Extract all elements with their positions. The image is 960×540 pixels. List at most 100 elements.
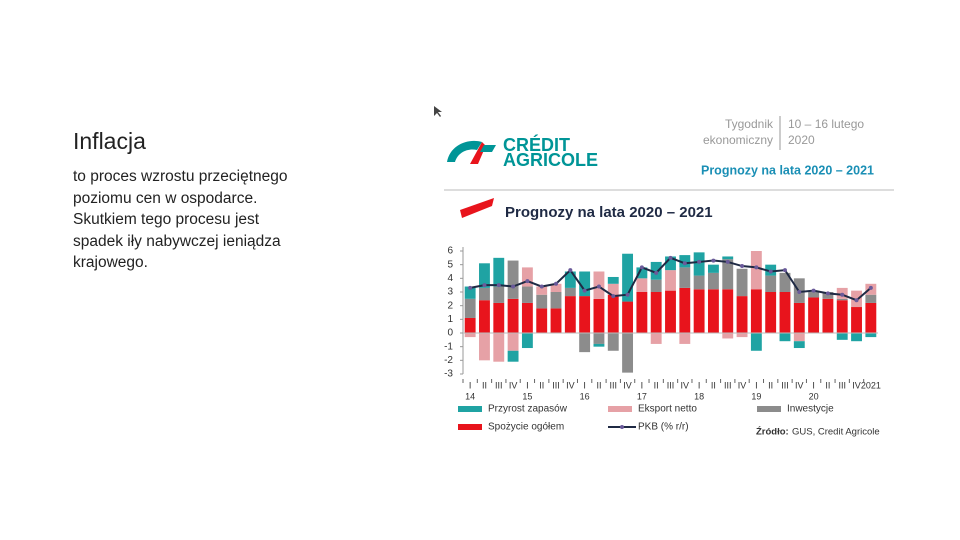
bar-segment: [536, 308, 548, 333]
bar-segment: [507, 260, 519, 299]
x-tick-label: II: [711, 380, 716, 390]
bar-segment: [579, 333, 591, 353]
bar-segment: [765, 292, 777, 333]
body-line: Skutkiem tego procesu jest: [73, 211, 260, 229]
y-tick-label: -3: [444, 369, 453, 380]
line-marker: [468, 285, 473, 290]
x-tick-label: II: [596, 380, 601, 390]
cursor-icon: [434, 106, 442, 117]
bar-segment: [851, 307, 862, 333]
bar-segment: [822, 292, 834, 299]
bar-segment: [479, 263, 490, 288]
bar-segment: [650, 292, 662, 333]
body-line: spadek iły nabywczej ieniądza: [73, 232, 281, 250]
line-marker: [840, 292, 845, 297]
line-marker: [868, 285, 873, 290]
bar-segment: [836, 333, 848, 340]
bar-segment: [479, 333, 490, 361]
body-line: to proces wzrostu przeciętnego: [73, 168, 288, 185]
bar-segment: [722, 289, 734, 333]
bar-segment: [707, 289, 719, 333]
legend-label: Eksport netto: [638, 404, 697, 415]
x-tick-label: III: [781, 380, 789, 390]
x-tick-label: III: [610, 380, 618, 390]
line-marker: [568, 268, 573, 273]
year-label: 19: [751, 391, 761, 401]
x-tick-label: IV: [681, 380, 690, 390]
bar-segment: [779, 292, 791, 333]
bar-segment: [464, 317, 476, 333]
legend-swatch: [608, 406, 632, 412]
x-tick-label: IV: [509, 380, 518, 390]
bar-segment: [521, 333, 533, 349]
bar-segment: [521, 267, 533, 287]
source-label: Źródło:: [756, 427, 789, 438]
y-tick-label: 4: [447, 273, 453, 284]
year-label: 15: [522, 391, 532, 401]
y-tick-label: 1: [447, 314, 453, 325]
bar-segment: [507, 298, 519, 333]
bar-segment: [808, 297, 820, 333]
bar-segment: [564, 271, 576, 288]
bar-segment: [650, 261, 662, 280]
y-tick-label: 2: [447, 300, 453, 311]
line-marker: [797, 290, 802, 294]
bar-segment: [622, 333, 634, 373]
bar-segment: [679, 333, 691, 344]
line-marker: [782, 268, 787, 273]
bar-segment: [865, 333, 877, 338]
bar-segment: [865, 294, 877, 303]
bar-segment: [707, 272, 719, 290]
bar-segment: [636, 267, 648, 279]
year-label: 14: [465, 391, 475, 401]
line-marker: [582, 288, 587, 293]
bar-segment: [550, 292, 562, 309]
line-marker: [668, 255, 673, 260]
bar-segment: [736, 333, 748, 338]
x-tick-label: I: [526, 380, 529, 390]
x-tick-label: IV: [852, 380, 861, 390]
bar-segment: [622, 301, 634, 333]
logo-text: AGRICOLE: [503, 150, 598, 170]
bar-segment: [722, 259, 734, 290]
legend-swatch: [620, 425, 624, 429]
year-label: 16: [580, 391, 590, 401]
legend-label: PKB (% r/r): [638, 422, 689, 433]
x-tick-label: 2021: [861, 380, 881, 390]
bar-segment: [822, 298, 834, 333]
bar-segment: [464, 286, 476, 299]
bar-segment: [479, 287, 490, 301]
bar-segment: [607, 294, 619, 333]
bar-segment: [722, 333, 734, 339]
bar-segment: [665, 290, 676, 333]
line-marker: [811, 288, 816, 293]
y-tick-label: -1: [444, 341, 453, 352]
line-marker: [682, 261, 687, 266]
x-tick-label: II: [654, 380, 659, 390]
line-marker: [525, 279, 530, 284]
bar-segment: [493, 333, 505, 362]
y-tick-label: 3: [447, 287, 453, 298]
year-label: 18: [694, 391, 704, 401]
bar-segment: [536, 294, 548, 309]
line-marker: [725, 259, 730, 264]
bar-segment: [793, 302, 805, 333]
logo-text: CRÉDIT: [503, 134, 570, 155]
bar-segment: [579, 271, 591, 297]
bar-segment: [636, 278, 648, 292]
x-tick-label: III: [724, 380, 732, 390]
bar-segment: [750, 333, 762, 351]
line-marker: [511, 284, 516, 289]
x-tick-label: I: [641, 380, 644, 390]
bar-segment: [593, 298, 605, 333]
bar-segment: [579, 296, 591, 333]
slide-title: Inflacja: [73, 128, 146, 154]
bar-segment: [793, 333, 805, 342]
y-tick-label: 0: [447, 328, 453, 339]
bar-segment: [550, 283, 562, 292]
line-marker: [654, 270, 659, 275]
bar-segment: [665, 270, 676, 291]
line-marker: [768, 269, 773, 274]
bar-segment: [607, 333, 619, 351]
logo-mark: [447, 140, 482, 162]
